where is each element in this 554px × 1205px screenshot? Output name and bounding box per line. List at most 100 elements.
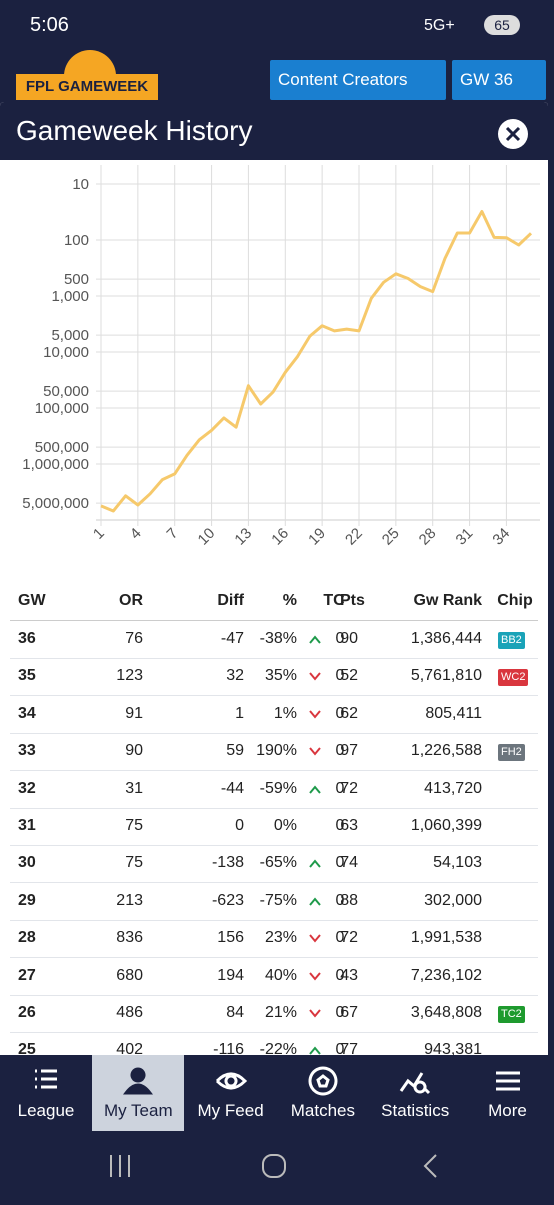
y-tick-label: 1,000,000 <box>22 456 89 473</box>
close-button[interactable] <box>497 118 529 150</box>
y-tick-label: 500 <box>64 271 89 288</box>
arrow <box>309 747 321 756</box>
nav-label: Matches <box>290 1101 356 1120</box>
system-nav <box>0 1131 554 1200</box>
table-cell: 1,386,444 <box>410 630 482 647</box>
table-cell: 52 <box>340 667 358 685</box>
table-cell: 0% <box>273 817 297 834</box>
gameweek: 36 <box>18 630 36 647</box>
table-cell: 74 <box>340 854 358 872</box>
table-cell: 1,991,538 <box>410 929 482 947</box>
table-cell: 88 <box>340 891 358 909</box>
arrow <box>309 859 321 869</box>
table-cell: 1 <box>235 704 244 722</box>
x-tick-label: 22 <box>342 525 366 549</box>
nav-label: My Feed <box>197 1101 264 1120</box>
trend-up <box>309 635 321 644</box>
table-cell: 194 <box>217 966 244 984</box>
gameweek: 32 <box>18 779 36 797</box>
table-cell: 0 <box>335 891 345 909</box>
table-cell: 90 <box>125 742 143 760</box>
nav-item[interactable]: Statistics <box>369 1055 461 1131</box>
logo[interactable]: FPL GAMEWEEK <box>16 74 158 100</box>
table-cell: 77 <box>340 1041 358 1055</box>
table-cell: -623 <box>211 891 244 909</box>
nav-icon <box>123 1067 154 1095</box>
column-header: Diff <box>217 592 244 609</box>
nav-item[interactable]: More <box>462 1055 554 1131</box>
table-cell: 0 <box>335 854 345 872</box>
trend-down <box>309 710 321 719</box>
table-cell: 0 <box>335 667 345 685</box>
gameweek: 28 <box>18 929 36 947</box>
y-tick-label: 500,000 <box>35 439 89 456</box>
table-cell: 1% <box>273 704 297 722</box>
table-cell: 0 <box>335 966 345 984</box>
nav-item[interactable]: League <box>0 1055 92 1131</box>
top-bar: FPL GAMEWEEK Content Creators GW 36 <box>0 48 554 104</box>
table-cell: 0 <box>335 630 345 647</box>
y-tick-label: 50,000 <box>43 383 89 400</box>
y-tick-label: 100,000 <box>35 400 89 417</box>
table-cell: 32 <box>226 667 244 685</box>
nav-item[interactable]: My Team <box>92 1055 185 1131</box>
table-cell: 190% <box>256 742 297 760</box>
table-cell: 62 <box>340 704 358 722</box>
row-rule <box>10 957 538 959</box>
column-header: Gw Rank <box>413 592 482 609</box>
nav-item[interactable]: My Feed <box>185 1055 277 1131</box>
chip: BB2 <box>498 632 525 649</box>
icon-path <box>399 1072 431 1095</box>
table-cell: 75 <box>125 817 143 834</box>
table-cell: 0 <box>235 817 244 834</box>
chip: WC2 <box>498 669 529 687</box>
gameweek-dropdown[interactable]: GW 36 <box>452 60 546 100</box>
table-cell: 3,648,808 <box>410 1004 482 1021</box>
system-buttons <box>110 1154 437 1178</box>
icon-path <box>495 1071 520 1091</box>
row-rule <box>10 695 538 697</box>
table-cell: 0 <box>335 704 345 722</box>
scrollbar <box>548 102 554 1055</box>
gameweek: 25 <box>18 1041 36 1055</box>
table-cell: 213 <box>116 891 143 909</box>
table-cell: 75 <box>125 854 143 872</box>
arrow <box>309 672 321 681</box>
gameweek: 33 <box>18 742 36 760</box>
nav-icon <box>399 1072 431 1095</box>
x-tick-label: 10 <box>195 525 219 549</box>
logo-ball <box>64 50 116 78</box>
trend-down <box>309 934 321 943</box>
y-tick-label: 10,000 <box>43 344 89 361</box>
x-tick-label: 16 <box>268 525 292 549</box>
table-cell: 0 <box>335 779 345 797</box>
table-cell: 1,060,399 <box>410 817 482 834</box>
column-header: OR <box>119 592 143 609</box>
trend-up <box>309 1046 321 1055</box>
icon-path <box>123 1067 154 1095</box>
table-cell: -59% <box>259 779 297 797</box>
table-cell: 72 <box>340 929 358 947</box>
trend-up <box>309 785 321 794</box>
row-rule <box>10 1032 538 1033</box>
chip: FH2 <box>498 744 525 762</box>
table-cell: 35% <box>264 667 297 685</box>
table-cell: 1,226,588 <box>410 742 482 760</box>
gameweek: 26 <box>18 1004 36 1021</box>
column-header: GW <box>18 592 46 609</box>
table-cell: 805,411 <box>425 704 482 722</box>
bottom-nav: League My Team My Feed Matches Statistics Mor… <box>0 1055 554 1131</box>
nav-item[interactable]: Matches <box>277 1055 369 1131</box>
table-cell: 76 <box>125 630 143 647</box>
trend-up <box>309 897 321 906</box>
nav-icon <box>215 1072 247 1090</box>
header-rule <box>10 620 538 621</box>
rank-line <box>100 210 533 513</box>
creators-dropdown[interactable]: Content Creators <box>270 60 446 100</box>
x-tick-label: 4 <box>127 525 145 543</box>
table-cell: -38% <box>259 630 297 647</box>
table-cell: 486 <box>116 1004 143 1021</box>
table-cell: 836 <box>116 929 143 947</box>
table-cell: -22% <box>259 1041 297 1055</box>
